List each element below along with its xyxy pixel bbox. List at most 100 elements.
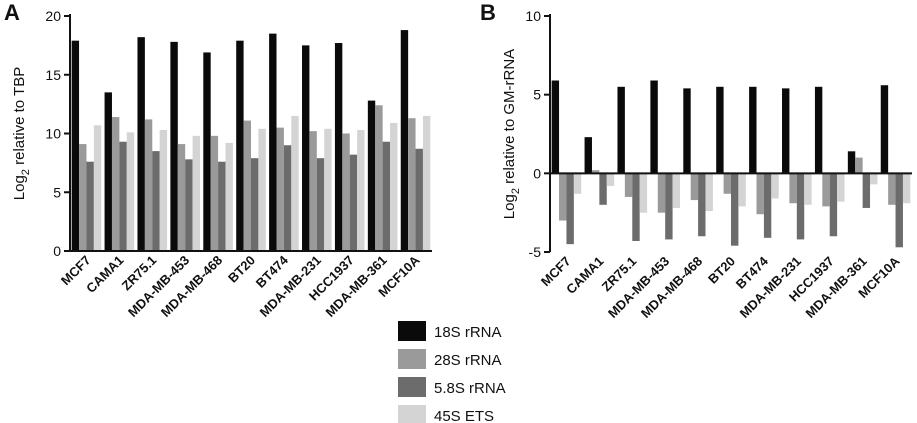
bar-45s-ets [573,173,582,194]
bar-18s-rrna [782,88,790,174]
bar-28s-rrna [111,117,120,251]
bar-28s-rrna [79,144,87,251]
bar-45s-ets [705,173,713,212]
bar-45s-ets [225,142,233,251]
bar-5-8s-rrna [599,173,607,205]
bar-28s-rrna [624,173,633,197]
bar-45s-ets [870,173,878,185]
bar-28s-rrna [591,170,600,174]
bar-18s-rrna [551,80,560,174]
bar-5-8s-rrna [632,173,640,241]
bar-5-8s-rrna [895,173,903,248]
y-tick-label: -5 [529,244,542,260]
bar-5-8s-rrna [415,148,423,251]
bar-28s-rrna [855,157,863,174]
y-tick-label: 5 [53,184,61,200]
bar-28s-rrna [690,173,699,201]
bar-18s-rrna [584,137,592,174]
bar-28s-rrna [342,133,350,251]
bar-45s-ets [422,115,431,251]
bar-28s-rrna [822,173,830,207]
bar-5-8s-rrna [283,145,292,251]
bar-5-8s-rrna [829,173,838,237]
legend-swatch [398,349,426,369]
bar-28s-rrna [144,119,153,252]
bar-45s-ets [390,122,398,251]
bar-28s-rrna [243,120,251,251]
y-tick-label: 20 [45,8,61,24]
bar-28s-rrna [888,173,896,205]
bar-5-8s-rrna [566,173,574,245]
y-axis-title-main: Log [11,175,28,200]
legend-label: 5.8S rRNA [434,380,506,397]
y-tick-label: 0 [533,165,541,181]
y-axis-title-subscript: 2 [20,169,32,175]
bar-5-8s-rrna [862,173,871,208]
y-axis-title-rest: relative to GM-rRNA [501,49,518,188]
bar-5-8s-rrna [251,158,259,251]
panel-label: B [480,0,496,25]
bar-45s-ets [672,173,680,208]
bar-45s-ets [804,173,812,205]
bar-18s-rrna [617,86,625,174]
bar-28s-rrna [756,173,764,215]
bar-45s-ets [771,173,779,199]
bar-5-8s-rrna [185,159,193,251]
y-tick-label: 10 [525,8,541,24]
bar-18s-rrna [334,43,343,252]
bar-5-8s-rrna [698,173,706,237]
y-tick-label: 15 [45,67,61,83]
bar-28s-rrna [723,173,731,194]
bar-18s-rrna [749,86,757,174]
legend-swatch [398,405,426,423]
legend-label: 28S rRNA [434,352,502,369]
legend-label: 45S ETS [434,408,494,423]
y-axis-title: Log2 relative to GM-rRNA [501,49,522,219]
bar-28s-rrna [309,131,317,251]
bar-45s-ets [192,135,200,251]
y-tick-label: 0 [53,243,61,259]
bar-45s-ets [324,128,332,251]
bar-18s-rrna [880,85,889,174]
bar-5-8s-rrna [152,151,160,251]
y-axis-title: Log2 relative to TBP [11,67,32,200]
bar-18s-rrna [650,80,658,174]
bar-28s-rrna [559,173,567,221]
bar-45s-ets [357,129,365,251]
x-tick-label: CAMA1 [83,253,126,296]
bar-18s-rrna [104,92,112,251]
panel-label: A [4,0,20,25]
y-axis-title-main: Log [501,194,518,219]
bar-5-8s-rrna [731,173,739,246]
bar-28s-rrna [276,127,284,251]
bar-45s-ets [902,173,911,204]
bar-28s-rrna [210,135,219,251]
bar-5-8s-rrna [119,141,127,251]
bar-18s-rrna [269,33,277,251]
bar-18s-rrna [236,40,244,251]
bar-18s-rrna [367,100,376,251]
bar-28s-rrna [177,144,186,251]
bar-18s-rrna [683,88,691,174]
bar-28s-rrna [657,173,666,213]
bar-45s-ets [639,173,648,213]
legend-label: 18S rRNA [434,324,502,341]
bar-18s-rrna [170,41,178,251]
bar-28s-rrna [375,105,383,251]
bar-18s-rrna [203,52,211,251]
bar-18s-rrna [716,86,724,174]
y-axis-title-subscript: 2 [510,188,522,194]
bar-45s-ets [126,132,135,251]
bar-45s-ets [93,125,102,251]
legend: 18S rRNA 28S rRNA 5.8S rRNA 45S ETS [398,321,506,423]
bar-5-8s-rrna [382,141,391,251]
bar-18s-rrna [302,45,310,251]
bar-5-8s-rrna [796,173,805,240]
bar-28s-rrna [789,173,797,204]
bar-18s-rrna [400,30,409,251]
bar-18s-rrna [137,37,145,252]
bar-45s-ets [738,173,746,207]
bar-5-8s-rrna [763,173,772,238]
bar-18s-rrna [847,151,856,174]
